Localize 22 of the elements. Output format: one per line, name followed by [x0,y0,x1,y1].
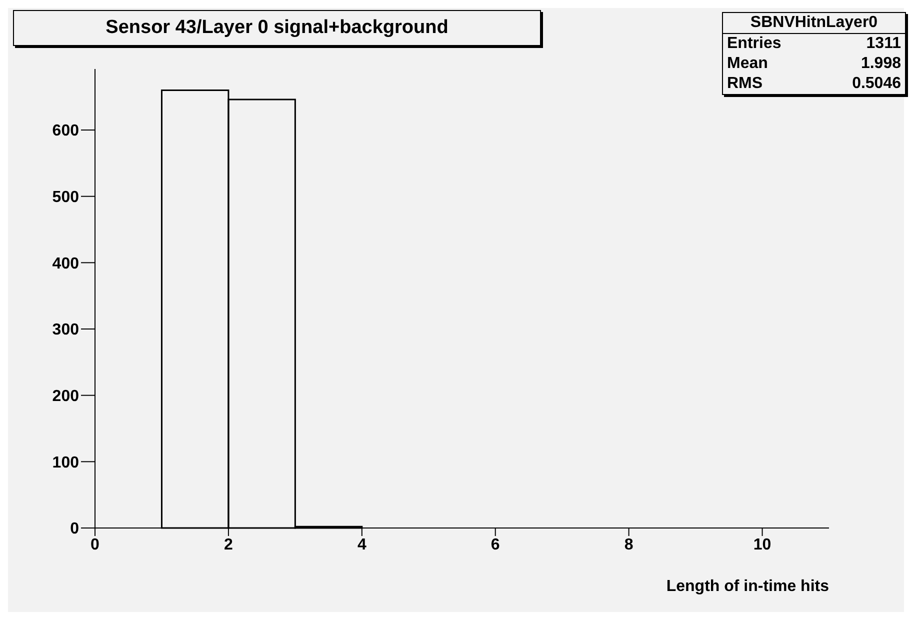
text: 0.5046 [852,75,901,93]
x-tick-label: 8 [624,536,634,554]
x-tick-label: 2 [224,536,233,554]
annotation: RMS [727,75,763,93]
text: 1.998 [860,55,901,73]
x-axis-title: Length of in-time hits [666,578,829,596]
text: 1311 [866,35,901,53]
x-tick-label: 4 [357,536,366,554]
y-tick-label: 500 [52,189,80,206]
y-tick-label: 0 [70,520,80,538]
x-tick-label: 0 [90,536,100,554]
y-tick-label: 200 [52,388,80,406]
annotation: Mean [727,55,768,73]
y-tick-label: 400 [52,255,80,272]
text: SBNVHitnLayer0 [723,13,905,34]
text: Entries [727,35,782,53]
y-tick-label: 100 [52,454,80,472]
y-tick-label: 600 [52,122,80,140]
x-tick-label: 10 [753,536,772,554]
y-tick-label: 300 [52,322,80,339]
x-tick-label: 6 [490,536,500,554]
chart-title: Sensor 43/Layer 0 signal+background [13,10,541,46]
